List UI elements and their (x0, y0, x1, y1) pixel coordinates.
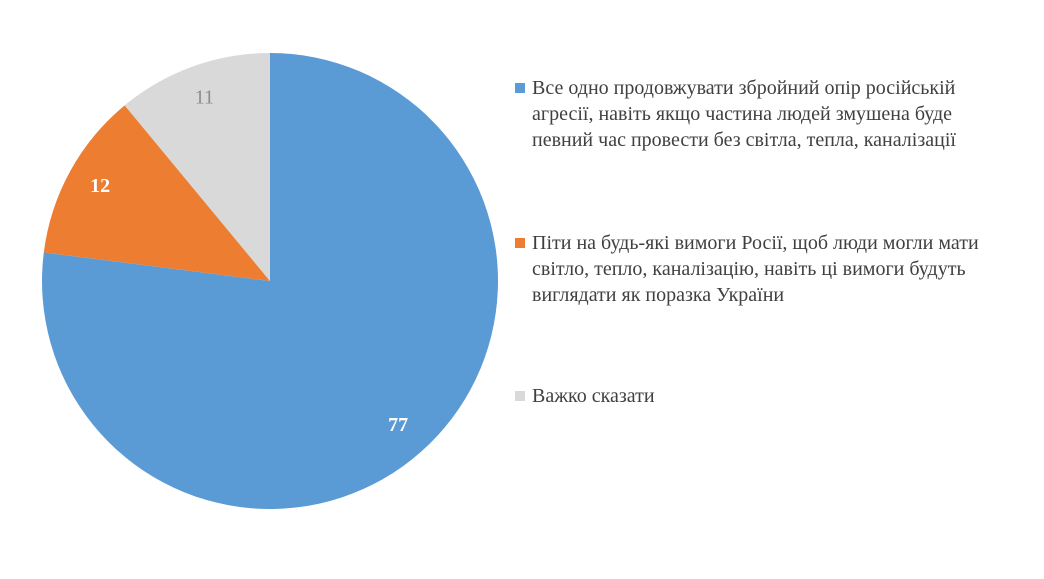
legend-swatch (515, 83, 525, 93)
data-label: 12 (90, 175, 110, 197)
legend-swatch (515, 238, 525, 248)
legend-item: Все одно продовжувати збройний опір росі… (515, 75, 1015, 153)
pie-slice (42, 53, 499, 509)
legend-label: Важко сказати (532, 385, 655, 407)
legend-swatch (515, 391, 525, 401)
legend-label: Все одно продовжувати збройний опір росі… (532, 77, 956, 151)
legend-item: Важко сказати (515, 383, 1015, 409)
legend-item: Піти на будь-які вимоги Росії, щоб люди … (515, 230, 1015, 308)
pie-slice (43, 105, 270, 281)
pie-slice (124, 52, 270, 281)
legend-label: Піти на будь-які вимоги Росії, щоб люди … (532, 232, 979, 306)
data-label: 77 (388, 414, 408, 436)
data-label: 11 (195, 86, 214, 108)
